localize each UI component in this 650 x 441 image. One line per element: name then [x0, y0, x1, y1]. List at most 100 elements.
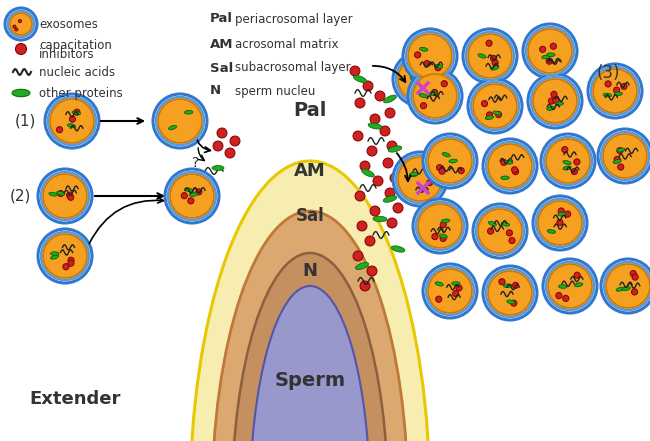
Circle shape: [528, 29, 572, 73]
Circle shape: [468, 79, 522, 133]
Ellipse shape: [617, 148, 625, 152]
Circle shape: [546, 139, 590, 183]
Circle shape: [533, 79, 577, 123]
Ellipse shape: [439, 234, 447, 238]
Circle shape: [421, 103, 426, 109]
Circle shape: [499, 279, 505, 285]
Circle shape: [403, 29, 457, 83]
Ellipse shape: [563, 166, 571, 170]
Ellipse shape: [419, 93, 428, 97]
Text: ?: ?: [192, 156, 200, 170]
Circle shape: [367, 266, 377, 276]
Ellipse shape: [504, 161, 513, 164]
Circle shape: [495, 112, 502, 118]
Circle shape: [57, 127, 62, 133]
Circle shape: [350, 66, 360, 76]
Circle shape: [488, 144, 532, 188]
Circle shape: [588, 64, 642, 118]
Circle shape: [511, 300, 517, 306]
Circle shape: [370, 206, 380, 216]
Circle shape: [375, 91, 385, 101]
Ellipse shape: [488, 221, 497, 226]
Circle shape: [390, 173, 400, 183]
Circle shape: [614, 156, 620, 162]
Ellipse shape: [185, 111, 193, 114]
Ellipse shape: [354, 75, 367, 82]
Circle shape: [452, 291, 459, 297]
Circle shape: [439, 168, 445, 174]
Ellipse shape: [555, 102, 564, 105]
Circle shape: [398, 157, 442, 201]
Circle shape: [225, 148, 235, 158]
Circle shape: [415, 52, 421, 58]
Circle shape: [380, 126, 390, 136]
Circle shape: [363, 81, 373, 91]
Ellipse shape: [189, 193, 198, 196]
Circle shape: [598, 129, 650, 183]
Circle shape: [428, 139, 472, 183]
Circle shape: [428, 269, 472, 313]
Circle shape: [531, 77, 579, 125]
Circle shape: [548, 264, 592, 308]
Circle shape: [74, 109, 80, 115]
Circle shape: [383, 158, 393, 168]
Ellipse shape: [232, 253, 388, 441]
Ellipse shape: [616, 287, 624, 291]
Circle shape: [483, 266, 537, 320]
Circle shape: [541, 134, 595, 188]
Circle shape: [500, 159, 507, 165]
Ellipse shape: [507, 300, 515, 304]
Ellipse shape: [419, 47, 428, 51]
Circle shape: [471, 82, 519, 130]
Circle shape: [398, 57, 442, 101]
Circle shape: [436, 164, 443, 171]
Circle shape: [365, 236, 375, 246]
Circle shape: [168, 172, 216, 220]
Circle shape: [436, 296, 442, 302]
Ellipse shape: [168, 125, 177, 130]
Circle shape: [196, 189, 202, 195]
Circle shape: [536, 199, 584, 247]
Ellipse shape: [384, 196, 396, 202]
Circle shape: [43, 234, 87, 278]
Ellipse shape: [501, 222, 510, 226]
Ellipse shape: [419, 83, 427, 87]
Circle shape: [357, 221, 367, 231]
Circle shape: [426, 164, 432, 170]
Circle shape: [170, 174, 214, 218]
Circle shape: [551, 91, 557, 97]
Circle shape: [528, 74, 582, 128]
Text: Pal: Pal: [293, 101, 327, 120]
Circle shape: [621, 83, 627, 90]
Circle shape: [213, 141, 223, 151]
Circle shape: [630, 270, 636, 277]
Circle shape: [632, 274, 638, 280]
Circle shape: [5, 8, 37, 40]
Circle shape: [393, 152, 447, 206]
Ellipse shape: [547, 107, 555, 110]
Circle shape: [563, 295, 569, 302]
Ellipse shape: [388, 146, 402, 152]
Circle shape: [426, 169, 432, 176]
Circle shape: [618, 164, 624, 170]
Circle shape: [544, 137, 592, 185]
Circle shape: [408, 69, 462, 123]
Text: exosomes: exosomes: [39, 18, 98, 30]
Ellipse shape: [68, 124, 75, 128]
Ellipse shape: [434, 64, 443, 68]
Circle shape: [601, 132, 649, 180]
Circle shape: [458, 168, 464, 174]
Circle shape: [413, 74, 457, 118]
Circle shape: [488, 271, 532, 315]
Ellipse shape: [547, 53, 555, 56]
Circle shape: [45, 94, 99, 148]
Circle shape: [396, 55, 444, 103]
Ellipse shape: [493, 111, 501, 115]
Circle shape: [406, 66, 411, 72]
Text: N: N: [302, 262, 317, 280]
Ellipse shape: [563, 161, 571, 164]
Circle shape: [68, 260, 74, 266]
Ellipse shape: [452, 282, 460, 285]
Ellipse shape: [51, 255, 58, 259]
Ellipse shape: [443, 153, 450, 157]
